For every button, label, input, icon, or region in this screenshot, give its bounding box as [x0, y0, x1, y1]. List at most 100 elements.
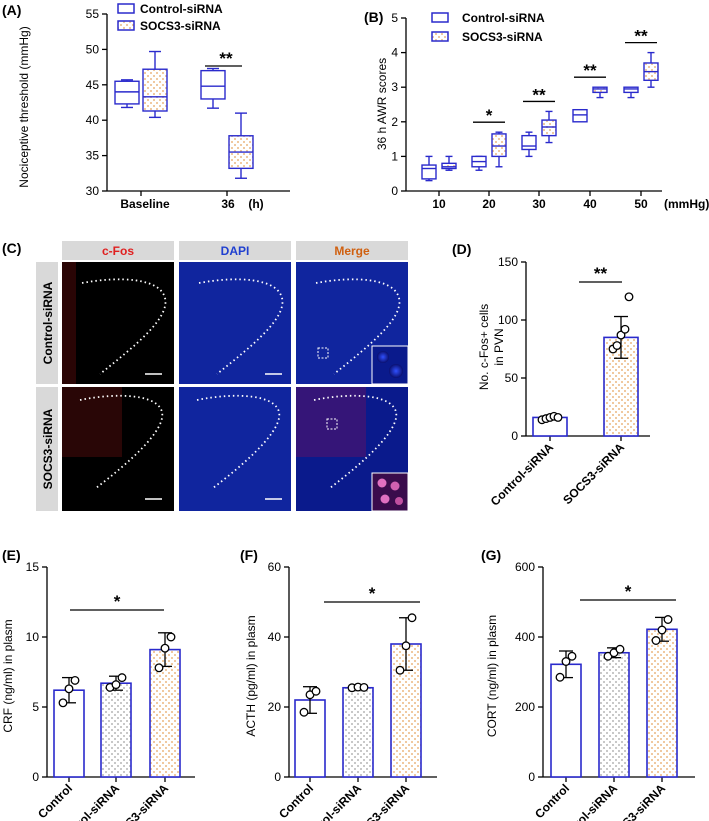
panel-g-point	[615, 644, 625, 654]
panel-g-point	[561, 657, 571, 666]
panel-e-ytick-label: 5	[32, 700, 39, 714]
panel-a-xunit: (h)	[248, 197, 263, 211]
panel-f-ytick-label: 20	[268, 700, 282, 714]
panel-g-plot: 0200400600ControlControl-siRNASOCS3-siRN…	[515, 560, 695, 821]
panel-d-point	[612, 341, 622, 350]
panel-d-ytick-label: 100	[498, 313, 518, 327]
panel-g-ylabel: CORT (ng/ml) in plasm	[485, 615, 499, 737]
panel-b-box-socs3-3	[592, 86, 608, 99]
panel-b-plot: 0 1 2 3 4 5 10 20 * 30 ** 40 ** 50 **	[391, 11, 662, 211]
row-label-socs3: SOCS3-siRNA	[41, 408, 55, 489]
panel-f: (F) ACTH (pg/ml) in plasm 0 20 40 60 Control…	[240, 547, 437, 821]
panel-a-sig: **	[219, 49, 233, 68]
panel-e-point	[154, 663, 164, 673]
image-socs3-merge	[296, 387, 409, 512]
panel-b-box-control-0	[421, 155, 437, 182]
header-dapi-bg	[179, 241, 291, 260]
panel-g-ytick-label: 0	[528, 770, 535, 784]
panel-b-sig-star: **	[583, 61, 597, 80]
panel-a-ylabel: Nociceptive threshold (mmHg)	[17, 26, 31, 187]
panel-e-bar-2	[149, 648, 181, 778]
panel-b-box-socs3-0-box	[441, 162, 457, 170]
panel-e-point	[117, 673, 127, 683]
legend-swatch-socs3-b	[431, 31, 449, 42]
panel-d-xtick-label: Control-siRNA	[488, 440, 557, 509]
panel-g-bar-1	[598, 651, 630, 778]
legend-socs3-label-b: SOCS3-siRNA	[462, 30, 543, 44]
panel-g-label: (G)	[481, 547, 501, 563]
panel-f-ytick-label: 40	[268, 630, 282, 644]
row-label-control-bg	[36, 262, 58, 384]
panel-e: (E) CRF (ng/ml) in plasm 051015ControlCo…	[1, 547, 195, 821]
panel-a-box-control-1	[200, 67, 226, 109]
header-cfos: c-Fos	[102, 244, 134, 258]
panel-g-ytick-label: 400	[515, 630, 535, 644]
legend-control-label: Control-siRNA	[140, 2, 223, 16]
panel-a-ytick-label: 50	[86, 42, 100, 56]
panel-b-legend: Control-siRNA SOCS3-siRNA	[431, 11, 545, 44]
panel-a-box-control-1-box	[200, 69, 226, 100]
panel-b-ytick-label: 0	[391, 184, 398, 198]
panel-d-plot: 0 50 100 150 Control-siRNA SOCS3-siRNA **	[488, 255, 650, 509]
header-dapi: DAPI	[221, 244, 250, 258]
image-socs3-dapi	[179, 387, 291, 511]
panel-f-point	[299, 707, 309, 717]
panel-f-xtick-label: Control	[276, 781, 316, 821]
panel-b-box-control-3	[572, 108, 588, 123]
panel-b-box-control-4	[623, 86, 639, 99]
panel-b-xtick-label: 50	[634, 197, 648, 211]
panel-e-ytick-label: 15	[26, 560, 40, 574]
panel-b-box-control-1	[471, 155, 487, 171]
panel-b-sig-star: **	[532, 85, 546, 104]
panel-e-point	[64, 684, 74, 694]
panel-d-ytick-label: 150	[498, 255, 518, 269]
panel-f-point	[359, 682, 369, 692]
panel-g-bar-0	[550, 663, 582, 778]
panel-e-point	[160, 643, 170, 653]
panel-g-ytick-label: 600	[515, 560, 535, 574]
panel-b-box-control-2	[521, 131, 537, 158]
panel-d-label: (D)	[452, 241, 471, 257]
panel-f-sig-star: *	[369, 584, 376, 603]
panel-b-box-socs3-3-box	[592, 86, 608, 94]
panel-e-label: (E)	[2, 547, 21, 563]
panel-d-point	[624, 292, 634, 302]
panel-b-ytick-label: 3	[391, 80, 398, 94]
panel-a-ytick-label: 40	[86, 113, 100, 127]
panel-c-label: (C)	[2, 240, 21, 256]
panel-a-xtick-36: 36	[221, 197, 235, 211]
image-control-cfos	[62, 262, 174, 384]
panel-d-ytick-label: 0	[511, 429, 518, 443]
panel-b-label: (B)	[364, 9, 383, 25]
panel-f-ytick-label: 0	[274, 770, 281, 784]
legend-swatch-control-b	[431, 12, 449, 23]
panel-b-box-socs3-4	[643, 51, 659, 88]
panel-e-bar-1	[100, 682, 132, 778]
panel-b-ytick-label: 4	[391, 46, 398, 60]
panel-e-ylabel: CRF (ng/ml) in plasm	[1, 619, 15, 732]
panel-f-point	[407, 613, 417, 623]
panel-d-ylabel-line2: in PVN	[492, 328, 506, 365]
panel-a-legend: Control-siRNA SOCS3-siRNA	[117, 2, 223, 33]
legend-swatch-control	[117, 3, 135, 14]
panel-e-xtick-label: Control	[35, 781, 75, 821]
panel-b-ylabel: 36 h AWR scores	[375, 58, 389, 150]
panel-b-ytick-label: 2	[391, 115, 398, 129]
panel-e-ytick-label: 0	[32, 770, 39, 784]
panel-a-ytick-label: 45	[86, 78, 100, 92]
panel-f-point	[401, 641, 411, 651]
panel-b-box-socs3-1-box	[491, 133, 507, 158]
panel-g-ytick-label: 200	[515, 700, 535, 714]
panel-b-xtick-label: 30	[532, 197, 546, 211]
panel-a-box-control-0-box	[114, 80, 140, 105]
panel-b-box-control-3-box	[572, 108, 588, 123]
panel-e-ytick-label: 10	[26, 630, 40, 644]
panel-a-box-control-0	[114, 79, 140, 109]
panel-f-ytick-label: 60	[268, 560, 282, 574]
panel-e-point	[166, 632, 176, 642]
panel-d-sig-star: **	[594, 264, 608, 283]
panel-b-box-socs3-2-box	[541, 119, 557, 137]
image-socs3-cfos	[62, 387, 174, 511]
panel-d-point	[620, 324, 630, 334]
